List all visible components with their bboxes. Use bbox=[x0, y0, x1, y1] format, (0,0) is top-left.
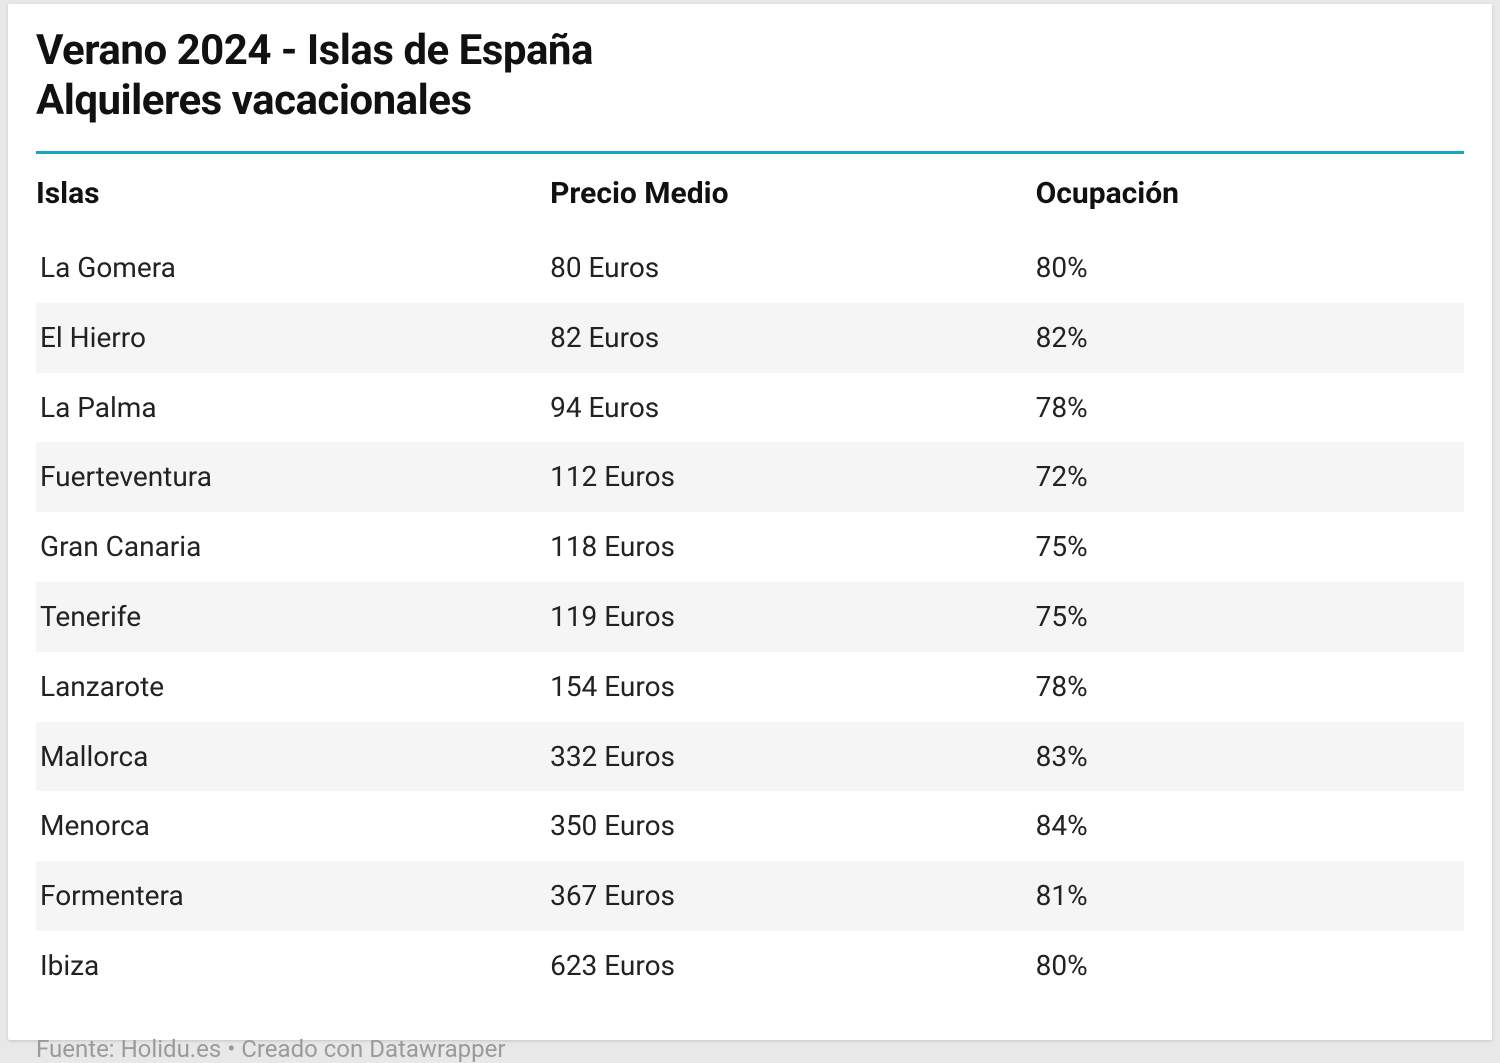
cell-occupancy: 78% bbox=[1036, 652, 1464, 722]
cell-island: El Hierro bbox=[36, 303, 550, 373]
cell-island: Ibiza bbox=[36, 931, 550, 1001]
cell-price: 94 Euros bbox=[550, 373, 1036, 443]
table-row: Mallorca332 Euros83% bbox=[36, 722, 1464, 792]
cell-price: 119 Euros bbox=[550, 582, 1036, 652]
cell-price: 367 Euros bbox=[550, 861, 1036, 931]
source-footer: Fuente: Holidu.es • Creado con Datawrapp… bbox=[36, 1035, 1464, 1063]
col-header-occupancy: Ocupación bbox=[1036, 154, 1464, 233]
table-row: La Palma94 Euros78% bbox=[36, 373, 1464, 443]
cell-island: Mallorca bbox=[36, 722, 550, 792]
cell-price: 82 Euros bbox=[550, 303, 1036, 373]
table-row: Tenerife119 Euros75% bbox=[36, 582, 1464, 652]
cell-island: Lanzarote bbox=[36, 652, 550, 722]
table-row: Lanzarote154 Euros78% bbox=[36, 652, 1464, 722]
cell-price: 80 Euros bbox=[550, 233, 1036, 303]
table-row: Ibiza623 Euros80% bbox=[36, 931, 1464, 1001]
cell-price: 332 Euros bbox=[550, 722, 1036, 792]
col-header-price: Precio Medio bbox=[550, 154, 1036, 233]
cell-island: La Palma bbox=[36, 373, 550, 443]
cell-island: Fuerteventura bbox=[36, 442, 550, 512]
col-header-island: Islas bbox=[36, 154, 550, 233]
cell-island: Formentera bbox=[36, 861, 550, 931]
page-title: Verano 2024 - Islas de España Alquileres… bbox=[36, 26, 1464, 125]
title-line-2: Alquileres vacacionales bbox=[36, 76, 472, 125]
cell-occupancy: 83% bbox=[1036, 722, 1464, 792]
table-row: La Gomera80 Euros80% bbox=[36, 233, 1464, 303]
title-line-1: Verano 2024 - Islas de España bbox=[36, 26, 593, 75]
cell-occupancy: 75% bbox=[1036, 512, 1464, 582]
table-row: Fuerteventura112 Euros72% bbox=[36, 442, 1464, 512]
table-row: Menorca350 Euros84% bbox=[36, 791, 1464, 861]
cell-occupancy: 75% bbox=[1036, 582, 1464, 652]
cell-price: 112 Euros bbox=[550, 442, 1036, 512]
cell-price: 154 Euros bbox=[550, 652, 1036, 722]
cell-island: Menorca bbox=[36, 791, 550, 861]
table-row: El Hierro82 Euros82% bbox=[36, 303, 1464, 373]
cell-island: Tenerife bbox=[36, 582, 550, 652]
cell-island: Gran Canaria bbox=[36, 512, 550, 582]
cell-occupancy: 78% bbox=[1036, 373, 1464, 443]
data-card: Verano 2024 - Islas de España Alquileres… bbox=[8, 4, 1492, 1040]
cell-price: 623 Euros bbox=[550, 931, 1036, 1001]
cell-price: 350 Euros bbox=[550, 791, 1036, 861]
cell-occupancy: 81% bbox=[1036, 861, 1464, 931]
table-body: La Gomera80 Euros80%El Hierro82 Euros82%… bbox=[36, 233, 1464, 1001]
cell-occupancy: 82% bbox=[1036, 303, 1464, 373]
cell-occupancy: 72% bbox=[1036, 442, 1464, 512]
table-row: Formentera367 Euros81% bbox=[36, 861, 1464, 931]
islands-table: Islas Precio Medio Ocupación La Gomera80… bbox=[36, 154, 1464, 1001]
cell-occupancy: 80% bbox=[1036, 931, 1464, 1001]
cell-occupancy: 80% bbox=[1036, 233, 1464, 303]
cell-occupancy: 84% bbox=[1036, 791, 1464, 861]
table-header-row: Islas Precio Medio Ocupación bbox=[36, 154, 1464, 233]
cell-price: 118 Euros bbox=[550, 512, 1036, 582]
table-row: Gran Canaria118 Euros75% bbox=[36, 512, 1464, 582]
cell-island: La Gomera bbox=[36, 233, 550, 303]
